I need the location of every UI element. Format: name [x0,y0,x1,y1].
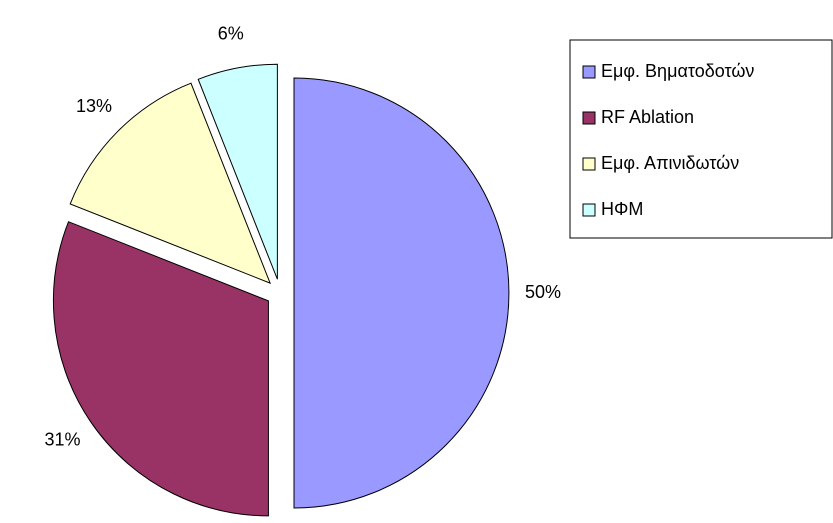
data-label: 31% [44,430,80,450]
pie-slice [52,221,269,517]
legend-swatch [582,111,596,125]
legend-label: Εμφ. Βηματοδοτών [601,61,754,81]
data-label: 13% [76,96,112,116]
data-label: 50% [525,282,561,302]
data-label: 6% [218,23,244,43]
legend-label: ΗΦΜ [601,199,643,219]
legend-swatch [582,65,596,79]
legend-box [569,39,833,239]
legend-swatch [582,203,596,217]
legend-label: Εμφ. Απινιδωτών [601,153,739,173]
pie-slice [197,63,278,280]
pie-slice [69,82,271,284]
legend-swatch [582,157,596,171]
pie-slice [293,77,510,509]
legend-label: RF Ablation [601,107,694,127]
